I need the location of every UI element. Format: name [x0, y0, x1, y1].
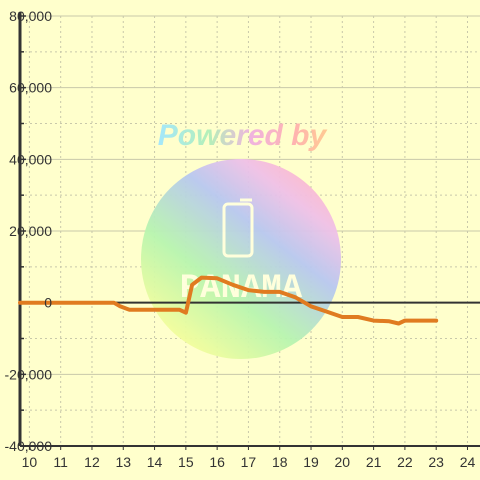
x-tick-label: 21 — [366, 454, 382, 470]
y-tick-label: 40,000 — [9, 151, 52, 167]
y-tick-label: 20,000 — [9, 223, 52, 239]
x-tick-label: 23 — [428, 454, 444, 470]
x-tick-label: 11 — [53, 454, 68, 470]
x-tick-label: 19 — [303, 454, 319, 470]
x-tick-label: 18 — [272, 454, 288, 470]
x-tick-label: 13 — [115, 454, 131, 470]
watermark: Powered by PANAMA — [141, 119, 341, 359]
x-tick-label: 10 — [22, 454, 38, 470]
watermark-text: Powered by — [158, 119, 328, 152]
x-tick-label: 14 — [147, 454, 163, 470]
x-tick-label: 24 — [460, 454, 476, 470]
y-tick-label: 0 — [44, 295, 52, 311]
phone-icon — [222, 202, 254, 258]
series-group — [18, 275, 439, 326]
series-line-0 — [18, 275, 439, 326]
x-tick-label: 12 — [84, 454, 100, 470]
y-tick-label: -40,000 — [5, 438, 53, 454]
x-tick-label: 15 — [178, 454, 194, 470]
x-tick-label: 22 — [397, 454, 413, 470]
y-tick-label: 60,000 — [9, 80, 52, 96]
tick-labels: 80,00060,00040,00020,0000-20,000-40,0001… — [5, 8, 476, 470]
x-tick-label: 20 — [335, 454, 351, 470]
y-tick-label: 80,000 — [9, 8, 52, 24]
x-tick-label: 16 — [209, 454, 225, 470]
y-tick-label: -20,000 — [5, 366, 53, 382]
watermark-circle — [141, 159, 341, 359]
x-tick-label: 17 — [241, 454, 257, 470]
